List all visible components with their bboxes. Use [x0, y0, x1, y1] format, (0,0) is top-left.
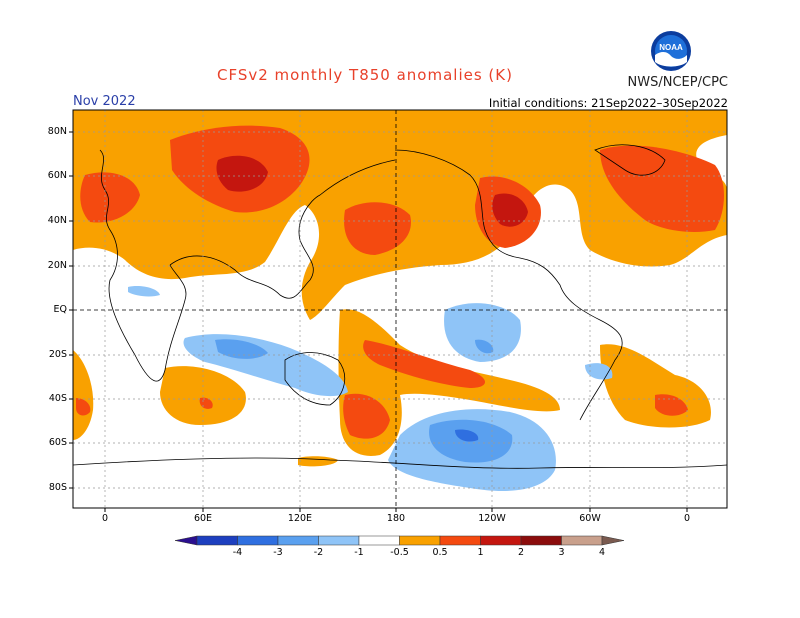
colorbar-label: 1 — [477, 547, 484, 558]
lon-tick: 60E — [193, 513, 213, 524]
moderate-warm-tasman — [343, 393, 390, 439]
colorbar-segment — [318, 535, 360, 546]
moderate-cool-pacific — [475, 339, 494, 354]
logo-text: NOAA — [659, 43, 683, 52]
warm-anomaly-africa-west — [73, 350, 94, 440]
colorbar-segment — [237, 535, 279, 546]
equator-dateline — [73, 110, 727, 508]
lon-tick: 120E — [287, 513, 313, 524]
cool-anomaly-small-1 — [128, 285, 160, 297]
lat-tick: 20N — [47, 260, 67, 271]
chart-title: CFSv2 monthly T850 anomalies (K) — [217, 66, 513, 84]
initial-conditions-label: Initial conditions: 21Sep2022–30Sep2022 — [488, 96, 728, 110]
noaa-logo-icon: NOAA — [651, 31, 691, 71]
agency-label: NWS/NCEP/CPC — [627, 75, 728, 90]
colorbar-label: 2 — [517, 547, 525, 558]
lon-tick: 0 — [683, 513, 691, 524]
cool-anomaly-small-2 — [585, 363, 613, 380]
colorbar-segment — [399, 535, 441, 546]
colorbar-segment — [277, 535, 319, 546]
moderate-warm-pacific — [344, 202, 411, 255]
map-frame — [72, 109, 728, 509]
colorbar-arrow-left — [174, 535, 198, 546]
colorbar-arrow-right — [601, 535, 625, 546]
colorbar-label: 3 — [558, 547, 565, 558]
lat-tick: 80N — [47, 126, 67, 137]
colorbar-label: -0.5 — [390, 547, 409, 558]
strong-cool-southern-ocean — [455, 429, 479, 442]
lat-tick: 60N — [47, 170, 67, 181]
month-label: Nov 2022 — [73, 94, 136, 109]
lat-tick: 40N — [47, 215, 67, 226]
colorbar-segment — [561, 535, 603, 546]
colorbar-label: -4 — [232, 547, 243, 558]
lat-tick: 40S — [48, 393, 67, 404]
lat-tick: 60S — [48, 437, 67, 448]
colorbar-segment — [439, 535, 481, 546]
moderate-warm-sa-east — [655, 394, 688, 416]
moderate-cool-indian — [215, 339, 268, 359]
moderate-warm-atlantic — [600, 145, 724, 232]
colorbar-segment — [480, 535, 522, 546]
colorbar-label: -1 — [354, 547, 364, 558]
moderate-warm-spcz — [363, 340, 485, 388]
lat-tick: 20S — [48, 349, 67, 360]
lon-tick: 120W — [478, 513, 506, 524]
colorbar-label: 0.5 — [432, 547, 448, 558]
strong-warm-north-america — [492, 193, 528, 227]
moderate-warm-europe — [80, 172, 140, 223]
colorbar-label: 4 — [598, 547, 606, 558]
lon-tick: 180 — [386, 513, 406, 524]
colorbar-label: -3 — [273, 547, 283, 558]
colorbar-segment — [520, 535, 562, 546]
strong-warm-siberia — [216, 155, 268, 192]
cool-anomaly-south-pacific — [444, 303, 521, 362]
lon-tick: 0 — [101, 513, 109, 524]
colorbar-label: -2 — [313, 547, 324, 558]
colorbar-segment — [358, 535, 400, 546]
lat-tick: 80S — [48, 482, 67, 493]
coastlines — [73, 144, 727, 469]
lon-tick: 60W — [579, 513, 601, 524]
graticule — [73, 110, 727, 508]
lat-tick: EQ — [53, 304, 67, 315]
colorbar-segment — [196, 535, 238, 546]
moderate-warm-atlantic-south — [76, 398, 91, 416]
